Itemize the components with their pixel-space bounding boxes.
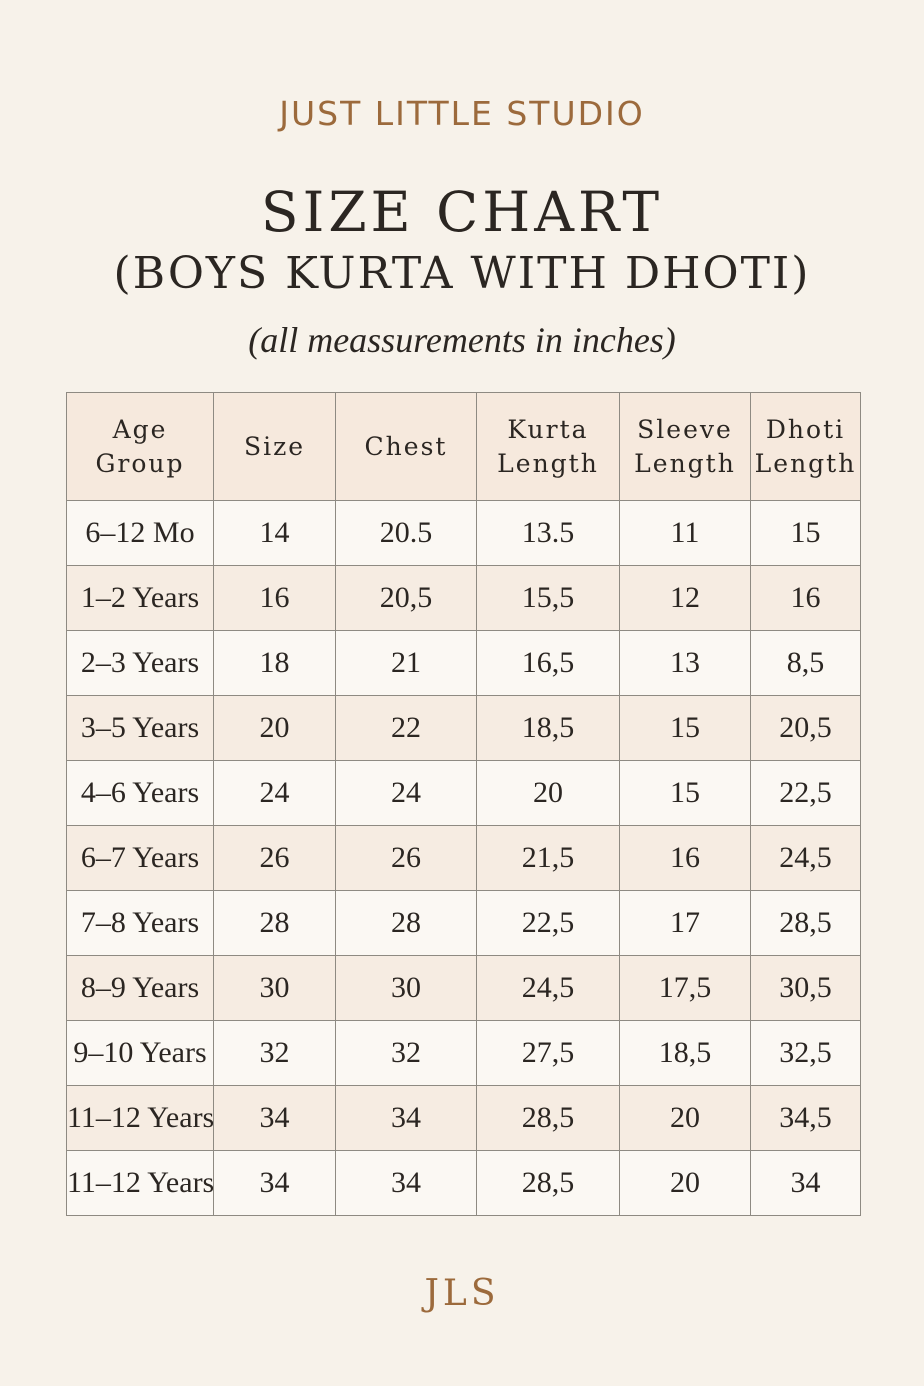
cell-age-group: 6–7 Years [66,825,214,891]
cell-size: 34 [213,1085,336,1151]
table-row: 6–7 Years 26 26 21,5 16 24,5 [66,825,861,891]
size-chart-table: Age Group Size Chest Kurta Length Sleeve… [66,392,861,1216]
cell-sleeve-length: 15 [619,760,751,826]
cell-chest: 34 [335,1150,477,1216]
cell-age-group: 8–9 Years [66,955,214,1021]
cell-kurta-length: 21,5 [476,825,620,891]
brand-name: JUST LITTLE STUDIO [279,94,645,133]
cell-size: 18 [213,630,336,696]
header-sleeve-length: Sleeve Length [619,392,751,501]
cell-kurta-length: 15,5 [476,565,620,631]
cell-kurta-length: 22,5 [476,890,620,956]
table-row: 9–10 Years 32 32 27,5 18,5 32,5 [66,1020,861,1086]
table-row: 6–12 Mo 14 20.5 13.5 11 15 [66,500,861,566]
cell-age-group: 1–2 Years [66,565,214,631]
page-title: SIZE CHART [260,180,664,244]
cell-kurta-length: 18,5 [476,695,620,761]
cell-sleeve-length: 15 [619,695,751,761]
cell-sleeve-length: 20 [619,1085,751,1151]
table-row: 7–8 Years 28 28 22,5 17 28,5 [66,890,861,956]
cell-age-group: 2–3 Years [66,630,214,696]
table-row: 11–12 Years 34 34 28,5 20 34,5 [66,1085,861,1151]
cell-kurta-length: 20 [476,760,620,826]
cell-sleeve-length: 13 [619,630,751,696]
cell-chest: 20,5 [335,565,477,631]
cell-sleeve-length: 11 [619,500,751,566]
cell-age-group: 11–12 Years [66,1150,214,1216]
cell-kurta-length: 16,5 [476,630,620,696]
cell-size: 20 [213,695,336,761]
cell-age-group: 6–12 Mo [66,500,214,566]
cell-dhoti-length: 15 [750,500,861,566]
header-age-group: Age Group [66,392,214,501]
table-row: 2–3 Years 18 21 16,5 13 8,5 [66,630,861,696]
cell-size: 24 [213,760,336,826]
cell-age-group: 7–8 Years [66,890,214,956]
cell-age-group: 3–5 Years [66,695,214,761]
cell-kurta-length: 13.5 [476,500,620,566]
cell-size: 14 [213,500,336,566]
cell-chest: 28 [335,890,477,956]
cell-dhoti-length: 20,5 [750,695,861,761]
header-chest: Chest [335,392,477,501]
cell-dhoti-length: 8,5 [750,630,861,696]
cell-sleeve-length: 20 [619,1150,751,1216]
table-row: 8–9 Years 30 30 24,5 17,5 30,5 [66,955,861,1021]
cell-dhoti-length: 34,5 [750,1085,861,1151]
cell-chest: 30 [335,955,477,1021]
cell-age-group: 9–10 Years [66,1020,214,1086]
cell-kurta-length: 28,5 [476,1085,620,1151]
cell-dhoti-length: 32,5 [750,1020,861,1086]
cell-chest: 32 [335,1020,477,1086]
cell-chest: 20.5 [335,500,477,566]
table-row: 4–6 Years 24 24 20 15 22,5 [66,760,861,826]
cell-chest: 24 [335,760,477,826]
cell-chest: 22 [335,695,477,761]
cell-chest: 21 [335,630,477,696]
cell-dhoti-length: 16 [750,565,861,631]
cell-sleeve-length: 17,5 [619,955,751,1021]
cell-size: 34 [213,1150,336,1216]
table-row: 11–12 Years 34 34 28,5 20 34 [66,1150,861,1216]
cell-sleeve-length: 18,5 [619,1020,751,1086]
cell-sleeve-length: 12 [619,565,751,631]
cell-kurta-length: 28,5 [476,1150,620,1216]
cell-age-group: 11–12 Years [66,1085,214,1151]
units-note: (all meassurements in inches) [248,320,676,360]
header-kurta-length: Kurta Length [476,392,620,501]
cell-dhoti-length: 28,5 [750,890,861,956]
table-row: 3–5 Years 20 22 18,5 15 20,5 [66,695,861,761]
cell-size: 26 [213,825,336,891]
cell-dhoti-length: 24,5 [750,825,861,891]
cell-size: 16 [213,565,336,631]
table-row: 1–2 Years 16 20,5 15,5 12 16 [66,565,861,631]
cell-size: 30 [213,955,336,1021]
cell-dhoti-length: 22,5 [750,760,861,826]
cell-size: 32 [213,1020,336,1086]
cell-size: 28 [213,890,336,956]
footer-logo-monogram: JLS [424,1273,500,1314]
header-size: Size [213,392,336,501]
cell-chest: 26 [335,825,477,891]
cell-chest: 34 [335,1085,477,1151]
table-header-row: Age Group Size Chest Kurta Length Sleeve… [66,392,861,501]
cell-dhoti-length: 34 [750,1150,861,1216]
cell-dhoti-length: 30,5 [750,955,861,1021]
cell-kurta-length: 24,5 [476,955,620,1021]
cell-sleeve-length: 16 [619,825,751,891]
cell-sleeve-length: 17 [619,890,751,956]
header-dhoti-length: Dhoti Length [750,392,861,501]
cell-age-group: 4–6 Years [66,760,214,826]
cell-kurta-length: 27,5 [476,1020,620,1086]
page-subtitle: (BOYS KURTA WITH DHOTI) [113,248,811,299]
